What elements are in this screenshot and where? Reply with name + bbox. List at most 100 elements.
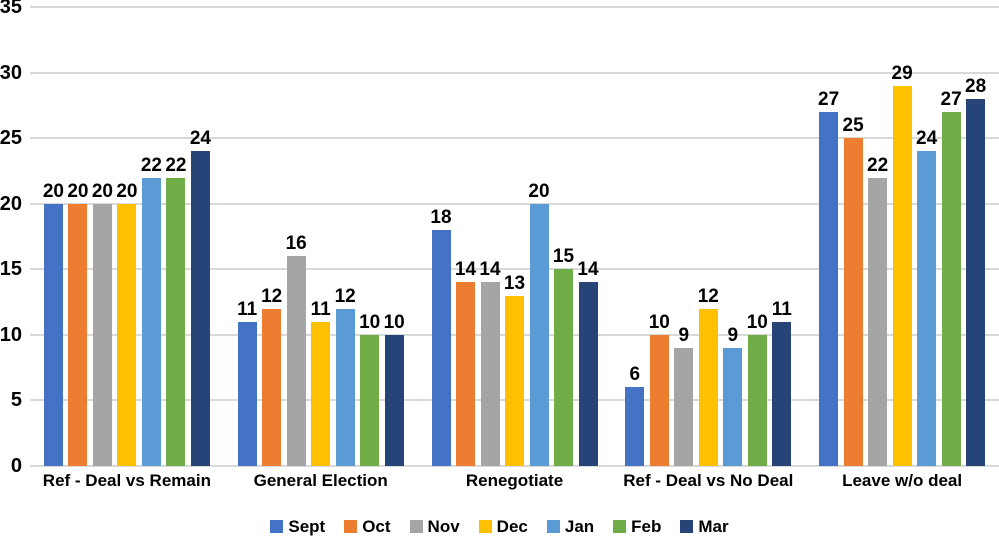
gridline (30, 465, 999, 467)
legend-label: Oct (362, 517, 391, 536)
bar-value-label: 20 (528, 180, 550, 202)
bar-feb-group3 (554, 269, 573, 466)
bar-jan-group2 (335, 308, 355, 466)
bar-dec-group3 (505, 295, 524, 466)
bar-sept-group5 (819, 111, 839, 466)
bar-value-label: 20 (67, 180, 89, 202)
legend-swatch (344, 520, 358, 533)
legend-item-feb: Feb (613, 518, 661, 535)
bar-jan-group3 (529, 203, 549, 466)
y-axis-tick-label: 20 (0, 192, 22, 215)
bar-value-label: 6 (629, 364, 641, 386)
bar-value-label: 16 (285, 233, 307, 255)
bar-value-label: 18 (430, 206, 452, 228)
legend-label: Nov (427, 517, 460, 536)
legend-item-dec: Dec (478, 517, 528, 536)
y-axis-tick-label: 25 (0, 127, 22, 150)
bar-value-label: 27 (818, 88, 840, 110)
bar-value-label: 22 (165, 154, 187, 176)
bar-value-label: 11 (771, 298, 792, 320)
bar-value-label: 14 (577, 259, 599, 281)
legend-item-sept: Sept (270, 518, 325, 535)
bar-mar-group5 (966, 98, 986, 466)
bar-feb-group5 (941, 111, 961, 466)
plot-area: 20 20 20 20 22 22 24 11 12 16 11 12 10 10 18 14 14 13 20 15… (30, 6, 999, 467)
bar-value-label: 14 (479, 259, 501, 281)
category-label: General Election (253, 471, 388, 490)
legend-swatch (478, 520, 492, 533)
bar-value-label: 11 (310, 298, 331, 320)
bar-value-label: 28 (965, 75, 987, 97)
bar-dec-group1 (117, 203, 137, 466)
legend-swatch (613, 520, 627, 533)
bar-feb-group1 (166, 177, 186, 466)
bar-value-label: 22 (867, 154, 889, 176)
bar-nov-group2 (286, 256, 306, 466)
legend-item-oct: Oct (344, 517, 391, 536)
legend-label: Dec (496, 517, 528, 536)
bar-value-label: 29 (891, 62, 913, 84)
bar-value-label: 14 (454, 259, 477, 281)
bar-value-label: 10 (383, 311, 405, 333)
bar-value-label: 25 (842, 115, 864, 137)
y-axis-tick-label: 35 (0, 0, 22, 18)
bar-value-label: 22 (140, 154, 162, 176)
bar-dec-group5 (892, 85, 912, 466)
bar-mar-group2 (384, 334, 404, 466)
bar-oct-group5 (843, 138, 863, 466)
bar-value-label: 9 (678, 324, 690, 346)
bar-feb-group4 (747, 334, 767, 466)
legend-label: Sept (288, 517, 326, 536)
bar-value-label: 27 (940, 88, 962, 110)
bar-sept-group3 (431, 229, 451, 466)
bar-value-label: 20 (91, 180, 113, 202)
bar-value-label: 15 (552, 246, 575, 268)
x-axis-category-labels: Ref - Deal vs Remain General Election Rene… (30, 471, 999, 495)
bar-dec-group4 (698, 308, 718, 466)
bar-nov-group5 (868, 177, 888, 466)
bar-dec-group2 (311, 321, 331, 466)
legend-label: Feb (631, 517, 662, 536)
legend-swatch (270, 520, 284, 533)
bar-oct-group1 (68, 203, 88, 466)
category-label: Leave w/o deal (842, 471, 963, 490)
y-axis-labels: 0 5 10 15 20 25 30 35 (0, 0, 22, 476)
bar-feb-group2 (360, 334, 380, 466)
legend-swatch (546, 520, 560, 533)
bar-jan-group5 (917, 151, 937, 466)
y-axis-tick-label: 5 (10, 389, 22, 412)
category-label: Ref - Deal vs Remain (42, 471, 211, 490)
legend-swatch (409, 520, 423, 533)
bar-oct-group4 (649, 334, 669, 466)
legend-swatch (680, 520, 694, 533)
bar-sept-group1 (43, 203, 63, 466)
gridline (30, 202, 999, 205)
bar-sept-group2 (237, 321, 257, 466)
legend: Sept Oct Nov Dec Jan Feb Mar (0, 518, 999, 535)
legend-item-mar: Mar (680, 517, 729, 536)
bar-mar-group1 (190, 151, 210, 466)
y-axis-tick-label: 30 (0, 61, 22, 84)
bar-value-label: 11 (237, 298, 258, 320)
bar-oct-group2 (262, 308, 282, 466)
bar-sept-group4 (625, 387, 645, 466)
y-axis-tick-label: 15 (0, 258, 22, 281)
bar-value-label: 12 (697, 285, 719, 307)
bar-nov-group3 (480, 282, 500, 466)
legend-label: Mar (698, 517, 729, 536)
bar-mar-group3 (578, 282, 598, 466)
bar-value-label: 10 (359, 311, 381, 333)
bar-jan-group4 (723, 347, 743, 466)
category-label: Renegotiate (465, 471, 564, 490)
bar-value-label: 24 (916, 128, 938, 150)
bar-oct-group3 (456, 282, 475, 466)
gridline (30, 6, 999, 8)
bar-value-label: 20 (116, 180, 138, 202)
bar-jan-group1 (141, 177, 161, 466)
bar-value-label: 10 (746, 311, 768, 333)
gridline (30, 71, 999, 74)
bar-value-label: 9 (727, 324, 739, 346)
y-axis-tick-label: 0 (10, 455, 22, 477)
bar-nov-group4 (674, 347, 694, 466)
